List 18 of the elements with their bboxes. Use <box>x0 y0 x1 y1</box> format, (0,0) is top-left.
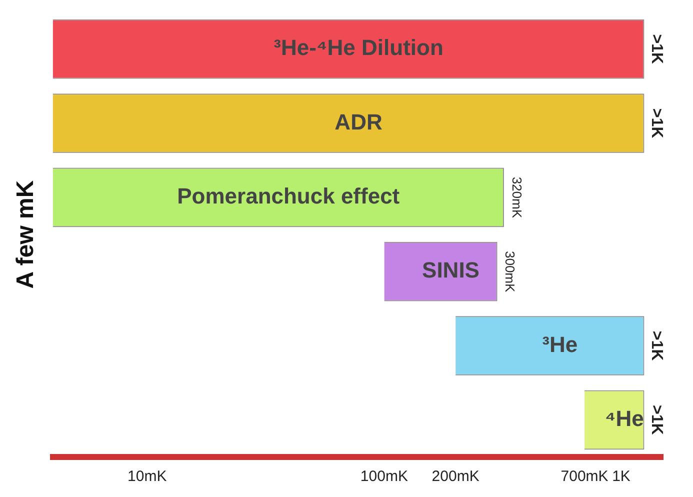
y-tick-label: SINIS <box>422 258 480 283</box>
x-tick-label: 1K <box>612 468 630 486</box>
data-label: >1K <box>648 405 665 436</box>
x-tick-label: 700mK <box>560 468 608 486</box>
y-tick-label: ³He-⁴He Dilution <box>274 35 444 60</box>
data-label: >1K <box>648 108 665 139</box>
y-tick-label: ADR <box>334 109 382 134</box>
data-label: >1K <box>648 34 665 64</box>
x-tick-label: 10mK <box>128 468 167 486</box>
data-label: 320mK <box>509 176 524 218</box>
y-axis-title: A few mK <box>12 180 40 289</box>
x-tick-label: 100mK <box>360 468 408 486</box>
data-label: 300mK <box>502 250 518 292</box>
data-label: >1K <box>648 330 665 362</box>
y-tick-label: ³He <box>542 332 578 357</box>
y-tick-label: Pomeranchuck effect <box>177 183 400 208</box>
y-tick-label: ⁴He <box>604 406 644 431</box>
x-tick-label: 200mK <box>432 468 480 486</box>
